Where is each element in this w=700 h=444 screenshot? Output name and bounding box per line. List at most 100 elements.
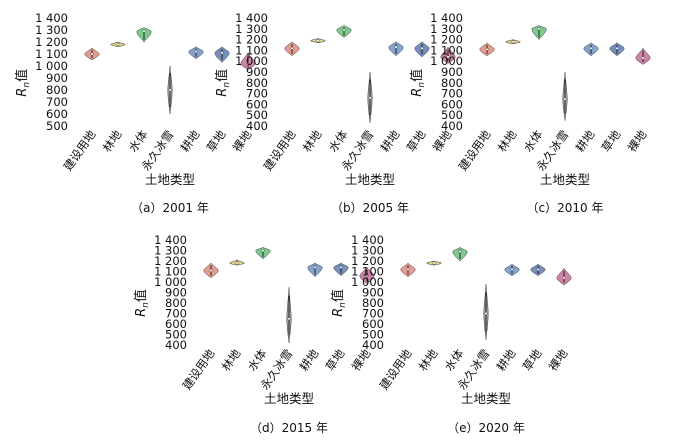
violin-median: [406, 267, 410, 271]
x-category-label: 水体: [126, 127, 151, 154]
x-category-label: 林地: [100, 127, 125, 154]
y-tick-label: 900: [362, 286, 384, 300]
violin-median: [316, 39, 320, 43]
violin-median: [641, 56, 645, 60]
y-axis-label: Rn值: [409, 69, 427, 97]
violin-6: [635, 47, 651, 65]
violin-6: [440, 46, 456, 64]
y-tick-label: 900: [165, 286, 187, 300]
y-tick-label: 500: [246, 108, 268, 122]
violin-median: [209, 268, 213, 272]
violin-1: [505, 39, 521, 45]
violin-median: [194, 50, 198, 54]
y-tick-label: 1 300: [430, 22, 463, 36]
y-tick-label: 800: [362, 296, 384, 310]
y-tick-label: 1 000: [235, 54, 268, 68]
x-category-label: 林地: [300, 127, 325, 154]
violin-4: [307, 262, 323, 278]
y-tick-label: 600: [362, 317, 384, 331]
violin-median: [589, 46, 593, 50]
x-category-label: 建设用地: [61, 127, 99, 173]
violin-3: [562, 71, 568, 121]
y-axis-label: Rn值: [214, 69, 232, 97]
violin-1: [426, 260, 442, 266]
y-tick-label: 1 100: [235, 43, 268, 57]
x-category-label: 林地: [495, 127, 520, 154]
x-category-label: 耕地: [297, 346, 322, 373]
x-category-label: 建设用地: [261, 127, 299, 173]
y-tick-label: 1 200: [430, 33, 463, 47]
y-tick-label: 600: [46, 107, 68, 121]
violin-5: [414, 41, 430, 58]
violin-6: [556, 267, 572, 286]
y-tick-label: 700: [165, 307, 187, 321]
y-tick-label: 1 300: [154, 244, 187, 258]
violin-median: [432, 261, 436, 265]
y-tick-label: 700: [46, 95, 68, 109]
y-tick-label: 1 100: [430, 43, 463, 57]
violin-median: [261, 248, 265, 252]
x-category-label: 草地: [204, 127, 229, 154]
x-axis-label: 土地类型: [264, 391, 314, 406]
x-category-label: 林地: [416, 346, 441, 373]
x-category-label: 草地: [599, 127, 624, 154]
x-category-label: 建设用地: [377, 346, 415, 392]
panel-caption: （a）2001 年: [131, 201, 209, 215]
y-tick-label: 700: [362, 307, 384, 321]
violin-median: [537, 27, 541, 31]
violin-0: [284, 41, 300, 57]
violin-median: [168, 88, 172, 92]
violin-2: [336, 25, 352, 38]
violin-median: [365, 274, 369, 278]
y-axis-label: Rn值: [133, 289, 151, 317]
violin-1: [229, 259, 245, 266]
violin-4: [583, 42, 599, 57]
violin-3: [286, 287, 292, 343]
x-category-label: 耕地: [378, 127, 403, 154]
y-tick-label: 400: [246, 119, 268, 133]
y-tick-label: 800: [441, 76, 463, 90]
y-tick-label: 1 300: [235, 22, 268, 36]
y-tick-label: 1 000: [35, 59, 68, 73]
violin-0: [400, 262, 416, 278]
violin-median: [615, 46, 619, 50]
y-tick-label: 1 200: [35, 35, 68, 49]
violin-5: [530, 263, 546, 277]
violin-6: [359, 266, 375, 285]
y-axis-label: Rn值: [330, 289, 348, 317]
y-tick-label: 900: [246, 65, 268, 79]
x-axis-label: 土地类型: [540, 172, 590, 187]
violin-median: [485, 47, 489, 51]
violin-median: [563, 97, 567, 101]
violin-median: [339, 265, 343, 269]
violin-median: [484, 312, 488, 316]
violin-median: [246, 62, 250, 66]
violin-1: [310, 38, 326, 44]
y-tick-label: 1 400: [351, 233, 384, 247]
y-tick-label: 700: [441, 87, 463, 101]
violin-median: [116, 42, 120, 46]
violin-3: [367, 71, 373, 123]
x-category-label: 林地: [219, 346, 244, 373]
y-tick-label: 800: [165, 296, 187, 310]
violin-median: [511, 40, 515, 44]
x-category-label: 水体: [245, 346, 270, 373]
y-tick-label: 1 400: [430, 11, 463, 25]
violin-5: [333, 262, 349, 277]
y-tick-label: 700: [246, 87, 268, 101]
violin-2: [531, 25, 547, 41]
x-category-label: 水体: [326, 127, 351, 154]
violin-median: [142, 29, 146, 33]
y-tick-label: 1 200: [154, 254, 187, 268]
violin-2: [255, 247, 271, 260]
violin-4: [188, 46, 204, 60]
violin-median: [287, 317, 291, 321]
y-tick-label: 400: [441, 119, 463, 133]
y-tick-label: 1 000: [154, 275, 187, 289]
violin-3: [167, 65, 173, 115]
x-category-label: 草地: [520, 346, 545, 373]
